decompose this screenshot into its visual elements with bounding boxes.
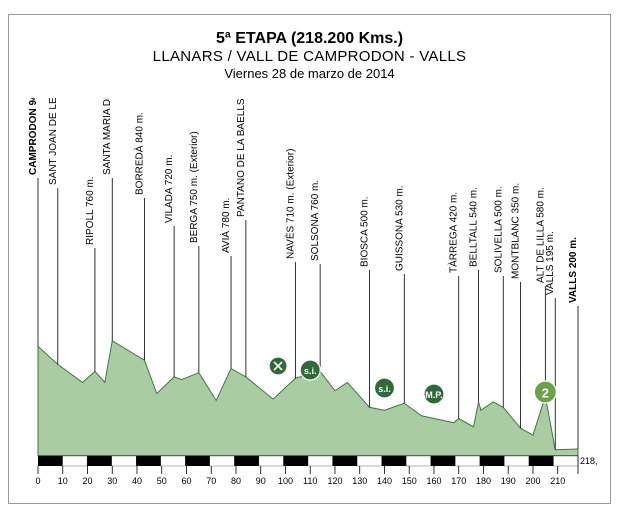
distance-band-segment [63,456,88,466]
distance-band-segment [161,456,186,466]
distance-band-segment [112,456,137,466]
distance-band-segment [333,456,358,466]
distance-band-segment [431,456,456,466]
km-tick-label: 90 [256,476,266,486]
waypoint-label: NAVÈS 710 m. (Exterior) [283,149,296,259]
km-tick-label: 0 [35,476,40,486]
stage-title: 5ª ETAPA (218.200 Kms.) [0,30,619,48]
distance-band-segment [455,456,480,466]
km-tick-label: 10 [58,476,68,486]
waypoint-label: SANTA MARIA DE MATAMALA 980 m. [102,98,113,175]
distance-band-segment [357,456,382,466]
km-tick-label: 100 [278,476,293,486]
waypoint-label: VILADA 720 m. [164,155,175,223]
waypoint-label: BORREDÀ 840 m. [132,112,145,195]
waypoint-label: RIPOLL 760 m. [85,176,96,245]
distance-band-segment [283,456,308,466]
cat-icon: 2 [534,381,556,403]
mp-icon: M.P. [424,384,444,404]
waypoint-label: VALLS 200 m. [568,237,579,303]
km-tick-label: 160 [426,476,441,486]
distance-band-segment [259,456,284,466]
distance-band-segment [504,456,529,466]
si-icon: s.i. [300,360,320,380]
waypoint-label: SOLIVELLA 500 m. [493,186,504,273]
waypoint-label: TÀRREGA 420 m. [447,192,460,273]
stage-date: Viernes 28 de marzo de 2014 [0,66,619,81]
waypoint-label: AVIÀ 780 m. [219,198,232,253]
distance-band-segment [553,456,578,466]
waypoint-label: CAMPRODON 940 m. [28,98,39,175]
km-tick-label: 30 [107,476,117,486]
elevation-area [38,341,578,456]
km-tick-label: 140 [377,476,392,486]
svg-text:s.i.: s.i. [304,366,317,376]
elevation-chart: 0 10 20 30 40 50 60 70 80 90 100 110 120 130 140 150 160… [18,98,598,498]
km-tick-label: 120 [327,476,342,486]
distance-band-segment [87,456,112,466]
km-tick-label: 40 [132,476,142,486]
distance-band-segment [529,456,554,466]
si-icon: s.i. [374,378,394,398]
waypoint-label: PANTANO DE LA BAELLS 720 m. [236,98,247,217]
distance-band-segment [480,456,505,466]
waypoint-label: SOLSONA 760 m. [310,180,321,261]
stage-route: LLANARS / VALL DE CAMPRODON - VALLS [0,48,619,65]
waypoint-label: BIOSCA 500 m. [360,196,371,267]
distance-band-segment [234,456,259,466]
distance-band-segment [382,456,407,466]
km-tick-label: 60 [181,476,191,486]
waypoint-label: GUISSONA 530 m. [394,185,405,271]
km-tick-label: 200 [525,476,540,486]
svg-text:M.P.: M.P. [425,390,442,400]
total-distance-label: 218,200 [580,456,598,466]
km-tick-label: 130 [352,476,367,486]
km-tick-label: 190 [501,476,516,486]
waypoint-label: VALLS 195 m. [545,231,556,295]
distance-band-segment [308,456,333,466]
km-tick-label: 110 [303,476,317,486]
food-icon [269,357,287,375]
distance-band-segment [185,456,210,466]
distance-band-segment [136,456,161,466]
km-tick-label: 20 [82,476,92,486]
km-tick-label: 80 [231,476,241,486]
waypoint-label: BELLTALL 540 m. [469,187,480,267]
km-tick-label: 170 [451,476,466,486]
waypoint-label: SANT JOAN DE LES ABADESSES 810 m. [48,98,59,185]
distance-band-segment [210,456,235,466]
km-tick-label: 70 [206,476,216,486]
distance-band-segment [406,456,431,466]
svg-text:2: 2 [542,386,549,401]
distance-band-segment [38,456,63,466]
km-tick-label: 210 [550,476,565,486]
svg-text:s.i.: s.i. [378,384,391,394]
km-tick-label: 50 [157,476,167,486]
km-tick-label: 180 [476,476,491,486]
waypoint-label: MONTBLANC 350 m. [511,183,522,279]
km-tick-label: 150 [402,476,417,486]
waypoint-label: BERGA 750 m. (Exterior) [189,131,200,243]
